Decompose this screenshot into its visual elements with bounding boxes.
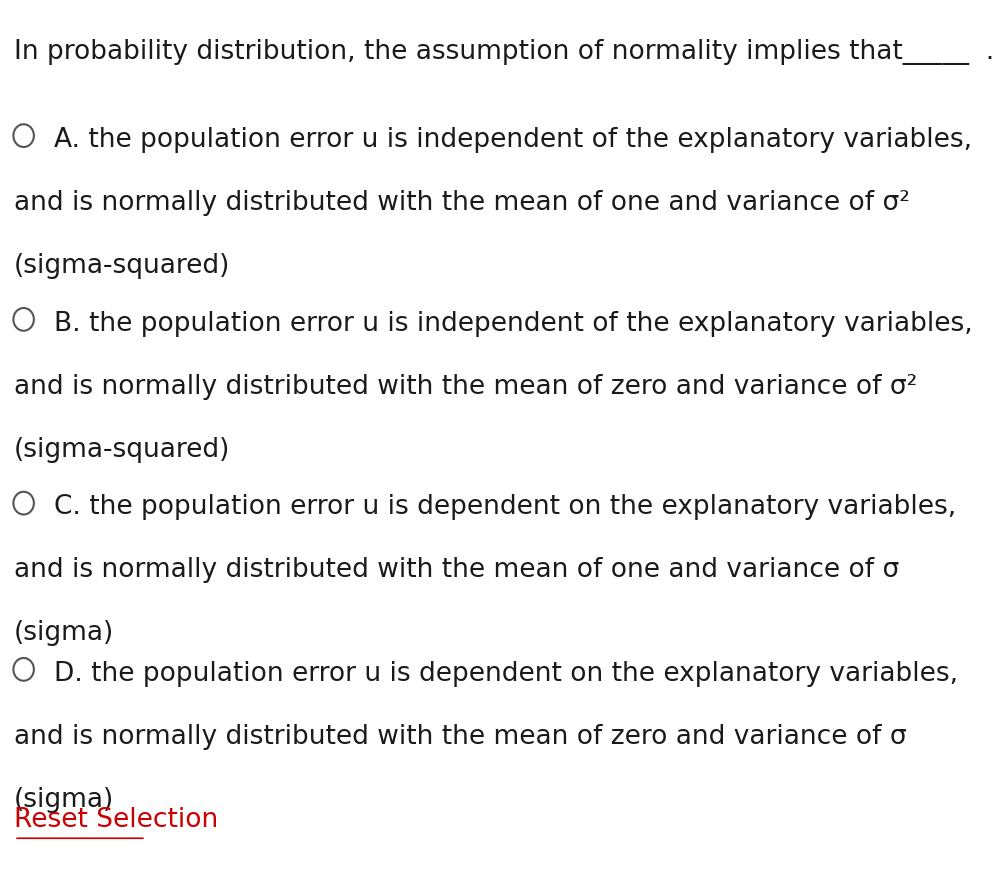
Text: Reset Selection: Reset Selection [14,807,219,833]
Text: D. the population error u is dependent on the explanatory variables,: D. the population error u is dependent o… [53,661,957,687]
Text: (sigma-squared): (sigma-squared) [14,437,231,463]
Text: A. the population error u is independent of the explanatory variables,: A. the population error u is independent… [53,127,971,153]
Text: and is normally distributed with the mean of one and variance of σ²: and is normally distributed with the mea… [14,190,909,216]
Circle shape [13,308,34,331]
Text: C. the population error u is dependent on the explanatory variables,: C. the population error u is dependent o… [53,494,955,521]
Text: (sigma): (sigma) [14,787,114,813]
Text: In probability distribution, the assumption of normality implies that_____  .: In probability distribution, the assumpt… [14,39,993,66]
Circle shape [13,492,34,514]
Text: (sigma): (sigma) [14,620,114,647]
Text: and is normally distributed with the mean of one and variance of σ: and is normally distributed with the mea… [14,557,899,584]
Text: and is normally distributed with the mean of zero and variance of σ²: and is normally distributed with the mea… [14,374,917,400]
Circle shape [13,124,34,147]
Text: (sigma-squared): (sigma-squared) [14,253,231,279]
Circle shape [13,658,34,681]
Text: and is normally distributed with the mean of zero and variance of σ: and is normally distributed with the mea… [14,724,906,750]
Text: B. the population error u is independent of the explanatory variables,: B. the population error u is independent… [53,311,971,337]
